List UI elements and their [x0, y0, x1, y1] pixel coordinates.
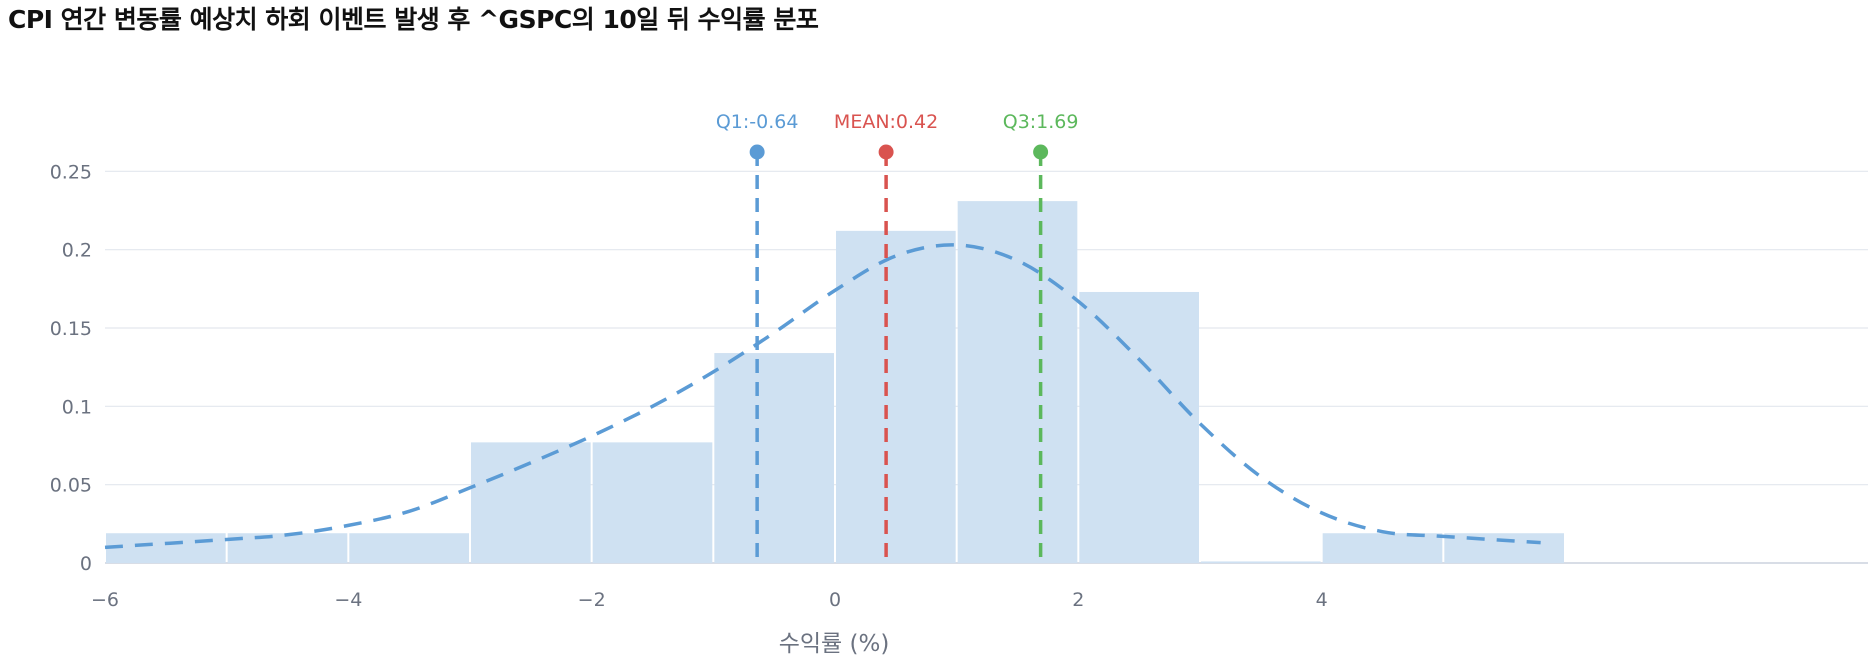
- y-axis-ticks: 0 0.05 0.1 0.15 0.2 0.25: [50, 161, 92, 575]
- histogram-bar: [227, 533, 348, 563]
- histogram-bars: [106, 201, 1564, 563]
- stat-markers: Q1:-0.64 MEAN:0.42 Q3:1.69: [716, 111, 1079, 563]
- histogram-bar: [592, 442, 713, 563]
- y-tick-label: 0: [80, 553, 92, 575]
- x-tick-label: −2: [578, 589, 606, 611]
- y-tick-label: 0.2: [62, 240, 92, 262]
- marker-dot: [749, 144, 765, 160]
- histogram-bar: [836, 230, 956, 563]
- chart-title: CPI 연간 변동률 예상치 하회 이벤트 발생 후 ^GSPC의 10일 뒤 …: [8, 5, 819, 34]
- marker-dot: [878, 144, 894, 160]
- x-tick-label: 2: [1072, 589, 1084, 611]
- x-tick-label: 4: [1316, 589, 1328, 611]
- y-tick-label: 0.1: [62, 396, 92, 418]
- histogram-bar: [106, 533, 226, 563]
- histogram-bar: [1444, 533, 1564, 563]
- x-axis-ticks: −6 −4 −2 0 2 4: [91, 589, 1328, 611]
- histogram-bar: [957, 201, 1078, 563]
- density-curve: [104, 243, 1541, 550]
- marker-label: Q1:-0.64: [716, 111, 799, 133]
- x-tick-label: 0: [829, 589, 841, 611]
- histogram-bar: [1201, 561, 1321, 563]
- x-tick-label: −4: [334, 589, 362, 611]
- y-tick-label: 0.25: [50, 161, 92, 183]
- marker-label: MEAN:0.42: [834, 111, 938, 133]
- histogram-bar: [349, 533, 469, 563]
- histogram-bar: [1079, 291, 1199, 563]
- y-tick-label: 0.05: [50, 475, 92, 497]
- marker-dot: [1033, 144, 1049, 160]
- x-axis-label: 수익률 (%): [779, 631, 890, 657]
- histogram-bar: [714, 353, 834, 563]
- histogram-bar: [1322, 533, 1443, 563]
- y-tick-label: 0.15: [50, 318, 92, 340]
- x-tick-label: −6: [91, 589, 119, 611]
- marker-label: Q3:1.69: [1003, 111, 1079, 133]
- density-curve-layer: [104, 243, 1541, 550]
- histogram-bar: [471, 442, 591, 563]
